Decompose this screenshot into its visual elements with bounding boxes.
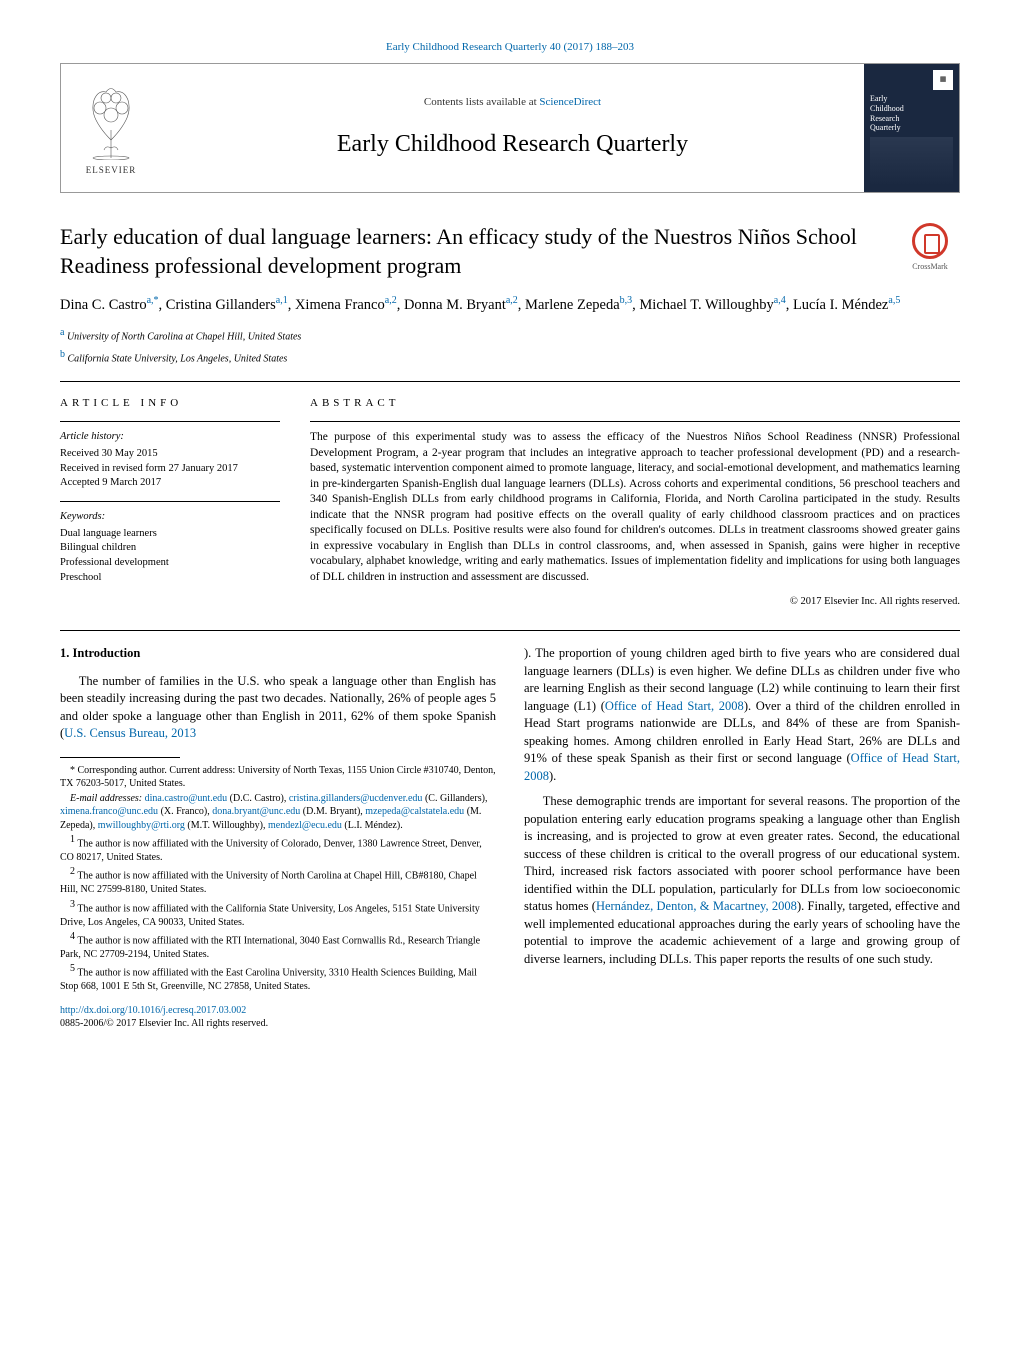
sciencedirect-link[interactable]: ScienceDirect — [539, 96, 601, 108]
footnote: 4 The author is now affiliated with the … — [60, 930, 496, 961]
footnote: 5 The author is now affiliated with the … — [60, 962, 496, 993]
abstract-rule — [310, 421, 960, 422]
crossmark-badge[interactable]: CrossMark — [900, 223, 960, 272]
author-affiliation-mark[interactable]: a,1 — [276, 295, 288, 306]
keywords-label: Keywords: — [60, 510, 280, 525]
email-link[interactable]: mwilloughby@rti.org — [98, 820, 185, 831]
doi-block: http://dx.doi.org/10.1016/j.ecresq.2017.… — [60, 1004, 496, 1030]
issn-line: 0885-2006/© 2017 Elsevier Inc. All right… — [60, 1018, 268, 1029]
email-label: E-mail addresses: — [70, 793, 142, 804]
elsevier-logo: ELSEVIER — [61, 64, 161, 192]
header-page-range-link[interactable]: Early Childhood Research Quarterly 40 (2… — [386, 41, 634, 53]
author-affiliation-mark[interactable]: a,2 — [385, 295, 397, 306]
footnote: 1 The author is now affiliated with the … — [60, 833, 496, 864]
history-line: Received in revised form 27 January 2017 — [60, 462, 280, 477]
header-center: Contents lists available at ScienceDirec… — [161, 64, 864, 192]
cover-badge-icon: ▦ — [933, 70, 953, 90]
email-link[interactable]: mendezl@ecu.edu — [268, 820, 342, 831]
cover-body — [870, 137, 953, 187]
author: Ximena Franco — [295, 296, 385, 312]
info-rule — [60, 501, 280, 502]
author: Lucía I. Méndez — [793, 296, 888, 312]
author: Marlene Zepeda — [525, 296, 620, 312]
affiliation-mark: b — [60, 349, 65, 360]
corresponding-author-note: * Corresponding author. Current address:… — [60, 764, 496, 791]
citation-link[interactable]: Hernández, Denton, & Macartney, 2008 — [596, 899, 797, 913]
author-affiliation-mark[interactable]: a,* — [147, 295, 159, 306]
history-label: Article history: — [60, 430, 280, 445]
contents-available: Contents lists available at ScienceDirec… — [424, 95, 601, 110]
keyword: Bilingual children — [60, 541, 280, 556]
body-text: 1. Introduction The number of families i… — [60, 645, 960, 1030]
section-heading: 1. Introduction — [60, 645, 496, 663]
email-link[interactable]: mzepeda@calstatela.edu — [365, 806, 464, 817]
history-line: Accepted 9 March 2017 — [60, 476, 280, 491]
article-info-column: article info Article history: Received 3… — [60, 396, 280, 610]
journal-header-box: ELSEVIER Contents lists available at Sci… — [60, 63, 960, 193]
keyword: Professional development — [60, 556, 280, 571]
author: Donna M. Bryant — [404, 296, 506, 312]
citation-link[interactable]: U.S. Census Bureau, 2013 — [64, 726, 196, 740]
affiliation: a University of North Carolina at Chapel… — [60, 326, 960, 344]
citation-link[interactable]: Office of Head Start, 2008 — [524, 751, 960, 783]
author-affiliation-mark[interactable]: a,2 — [506, 295, 518, 306]
footnote: 2 The author is now affiliated with the … — [60, 865, 496, 896]
email-addresses: E-mail addresses: dina.castro@unt.edu (D… — [60, 792, 496, 833]
crossmark-icon — [912, 223, 948, 259]
affiliation-mark: a — [60, 327, 64, 338]
intro-para-cont: ). The proportion of young children aged… — [524, 645, 960, 785]
abstract-text: The purpose of this experimental study w… — [310, 430, 960, 585]
author-affiliation-mark[interactable]: a,4 — [774, 295, 786, 306]
abstract-heading: abstract — [310, 396, 960, 411]
abstract-copyright: © 2017 Elsevier Inc. All rights reserved… — [310, 595, 960, 610]
footnote: 3 The author is now affiliated with the … — [60, 898, 496, 929]
info-rule — [60, 421, 280, 422]
history-line: Received 30 May 2015 — [60, 447, 280, 462]
rule-bottom — [60, 630, 960, 631]
authors-line: Dina C. Castroa,*, Cristina Gillandersa,… — [60, 293, 960, 317]
author-affiliation-mark[interactable]: a,5 — [888, 295, 900, 306]
email-link[interactable]: cristina.gillanders@ucdenver.edu — [289, 793, 423, 804]
keyword: Dual language learners — [60, 527, 280, 542]
email-link[interactable]: ximena.franco@unc.edu — [60, 806, 158, 817]
keyword: Preschool — [60, 571, 280, 586]
footnote-rule — [60, 757, 180, 758]
affiliation: b California State University, Los Angel… — [60, 348, 960, 366]
header-page-range: Early Childhood Research Quarterly 40 (2… — [60, 40, 960, 55]
email-link[interactable]: dina.castro@unt.edu — [145, 793, 228, 804]
crossmark-label: CrossMark — [912, 262, 948, 271]
article-info-heading: article info — [60, 396, 280, 411]
contents-prefix: Contents lists available at — [424, 96, 539, 108]
elsevier-tree-icon — [76, 80, 146, 160]
author-affiliation-mark[interactable]: b,3 — [620, 295, 633, 306]
rule-top — [60, 381, 960, 382]
elsevier-label: ELSEVIER — [86, 164, 137, 177]
article-title: Early education of dual language learner… — [60, 223, 900, 280]
journal-title: Early Childhood Research Quarterly — [337, 128, 688, 162]
email-link[interactable]: dona.bryant@unc.edu — [212, 806, 300, 817]
doi-link[interactable]: http://dx.doi.org/10.1016/j.ecresq.2017.… — [60, 1005, 246, 1016]
author: Michael T. Willoughby — [639, 296, 773, 312]
cover-title-text: Early Childhood Research Quarterly — [870, 94, 953, 132]
journal-cover-thumbnail: ▦ Early Childhood Research Quarterly — [864, 64, 959, 192]
abstract-column: abstract The purpose of this experimenta… — [310, 396, 960, 610]
author: Dina C. Castro — [60, 296, 147, 312]
author: Cristina Gillanders — [166, 296, 276, 312]
intro-para-2: These demographic trends are important f… — [524, 793, 960, 968]
intro-para-start: The number of families in the U.S. who s… — [60, 673, 496, 743]
footnotes-block: * Corresponding author. Current address:… — [60, 764, 496, 994]
citation-link[interactable]: Office of Head Start, 2008 — [605, 699, 744, 713]
